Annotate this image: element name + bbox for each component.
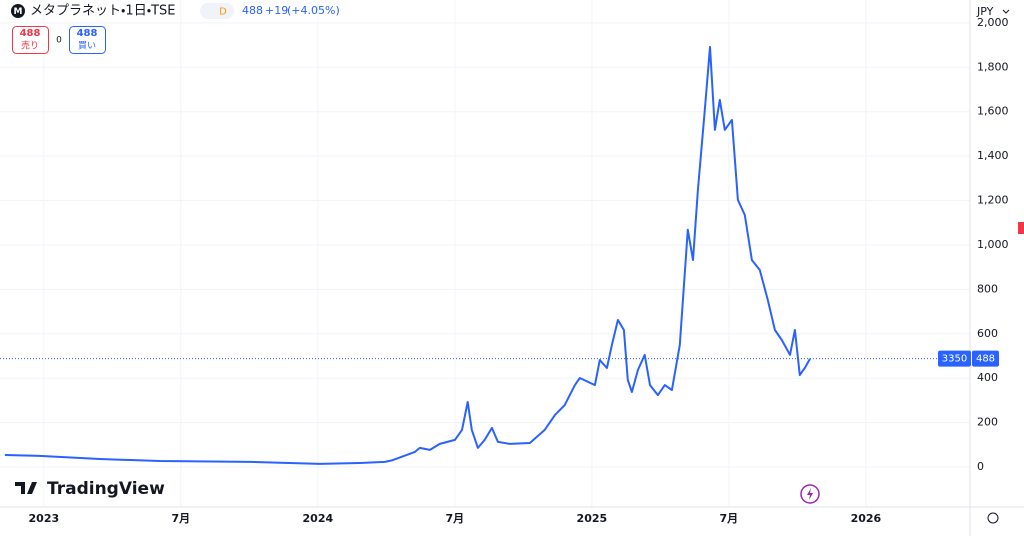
change-pct: (+4.05%) bbox=[287, 4, 340, 17]
interval-badge: D bbox=[219, 7, 227, 18]
currency-caret bbox=[1002, 9, 1010, 14]
x-tick-label: 2023 bbox=[29, 512, 60, 525]
y-tick-label: 1,800 bbox=[977, 60, 1009, 73]
buy-price: 488 bbox=[77, 28, 98, 39]
logo: TradingView bbox=[47, 479, 165, 499]
grid bbox=[0, 0, 970, 507]
currency-button[interactable] bbox=[974, 2, 1020, 22]
symbol-icon-letter: M bbox=[14, 7, 23, 17]
y-tick-label: 1,000 bbox=[977, 238, 1009, 251]
buy-label: 買い bbox=[78, 41, 96, 52]
plot bbox=[0, 45, 970, 465]
sell-button[interactable] bbox=[12, 26, 49, 54]
y-tick-label: 1,200 bbox=[977, 194, 1009, 207]
sell-price: 488 bbox=[20, 28, 41, 39]
y-tick-label: 200 bbox=[977, 416, 998, 429]
settings-icon[interactable] bbox=[987, 512, 999, 524]
change: +19 bbox=[265, 4, 288, 17]
price: 488 bbox=[242, 4, 263, 17]
last-price-label: 488 bbox=[976, 354, 995, 365]
sell-label: 売り bbox=[21, 40, 39, 52]
x-tick-label: 7月 bbox=[172, 512, 191, 525]
currency: JPY bbox=[976, 5, 994, 18]
y-tick-label: 800 bbox=[977, 282, 998, 295]
spread: 0 bbox=[56, 36, 62, 46]
last-price-label-bg bbox=[972, 350, 999, 367]
event-bolt bbox=[807, 488, 813, 500]
buy-button[interactable] bbox=[69, 26, 106, 54]
y-tick-label: 0 bbox=[977, 460, 984, 473]
x-tick-label: 7月 bbox=[446, 512, 465, 525]
x-tick-label: 2026 bbox=[851, 512, 882, 525]
y-tick-label: 2,000 bbox=[977, 16, 1009, 29]
symbol-icon bbox=[11, 4, 25, 18]
event-icon[interactable] bbox=[800, 484, 820, 504]
code-label-bg bbox=[938, 350, 971, 367]
badge bbox=[200, 3, 234, 19]
symbol-title: メタプラネット・1日・TSE bbox=[30, 4, 176, 19]
code-label: 3350 bbox=[942, 354, 967, 365]
x-tick-label: 7月 bbox=[720, 512, 739, 525]
y-tick-label: 600 bbox=[977, 327, 998, 340]
y-tick-label: 1,600 bbox=[977, 105, 1009, 118]
y-tick-label: 1,400 bbox=[977, 149, 1009, 162]
x-tick-label: 2025 bbox=[577, 512, 608, 525]
x-tick-label: 2024 bbox=[303, 512, 334, 525]
logo-icon bbox=[15, 482, 37, 494]
y-tick-label: 400 bbox=[977, 371, 998, 384]
edge-marker bbox=[1018, 222, 1024, 234]
price-line bbox=[4, 45, 811, 465]
